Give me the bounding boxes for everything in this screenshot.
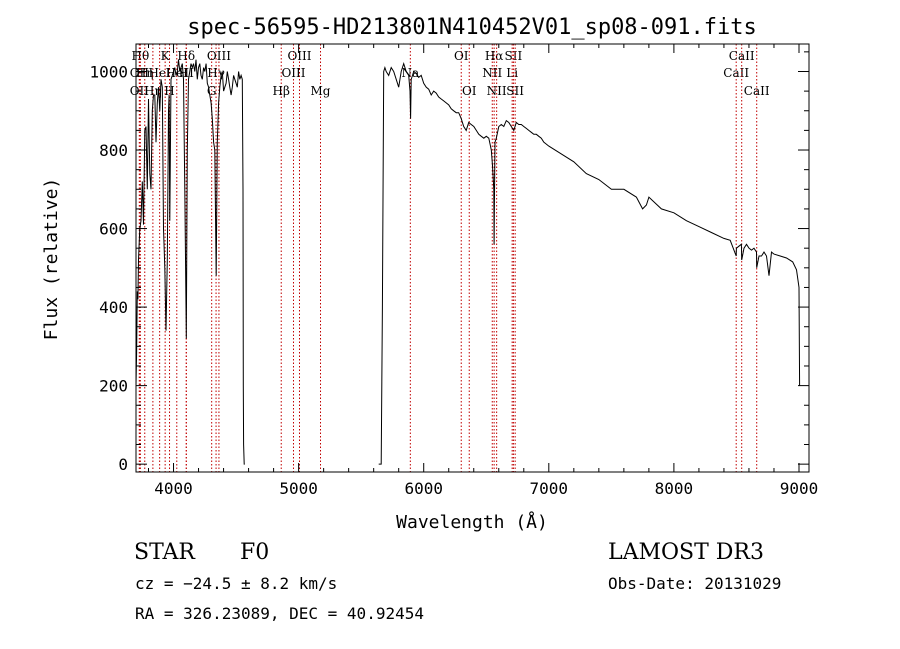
object-type: STAR [134,540,195,565]
y-tick-label-2: 400 [99,298,128,317]
line-marker-label-20: OI [462,84,477,98]
line-marker-label-19: OI [454,49,469,63]
line-marker-label-13: OIII [207,49,231,63]
plot-frame [135,43,810,473]
series-flux-segment-1 [378,61,801,465]
line-marker-label-14: Hβ [273,84,290,98]
y-tick-label-0: 0 [118,455,128,474]
line-marker-label-17: Mg [311,84,331,98]
x-axis: 4000 5000 6000 7000 8000 9000 [148,44,819,498]
series-flux-segment-0 [135,59,245,465]
line-marker-label-16: OIII [287,49,311,63]
flux-series [135,59,801,465]
line-marker-label-28: CaII [729,49,755,63]
y-axis: 0 200 400 600 800 1000 [89,51,809,474]
coordinates: RA = 326.23089, DEC = 40.92454 [135,604,424,623]
line-marker-label-3: Hη [136,66,154,80]
y-tick-label-1: 200 [99,377,128,396]
line-marker-label-18: Na [402,66,420,80]
line-marker-label-23: NII [487,84,507,98]
line-marker-label-12: Hγ [207,66,225,80]
line-marker-label-0: Hθ [132,49,150,63]
line-marker-label-7: H [164,84,174,98]
line-marker-label-22: Hα [485,49,504,63]
line-marker-label-21: NII [482,66,502,80]
x-tick-label-5: 9000 [780,479,819,498]
line-marker-label-26: SII [506,84,524,98]
y-axis-label: Flux (relative) [41,178,62,341]
chart-title: spec-56595-HD213801N410452V01_sp08-091.f… [187,15,757,40]
x-axis-label: Wavelength (Å) [396,511,548,533]
observation-date: Obs-Date: 20131029 [608,574,782,593]
line-marker-label-15: OIII [281,66,305,80]
x-tick-label-3: 7000 [530,479,569,498]
line-marker-label-24: Li [506,66,518,80]
y-tick-label-5: 1000 [89,62,128,81]
line-marker-label-29: CaII [744,84,770,98]
line-marker-label-6: K [161,49,171,63]
survey-name: LAMOST DR3 [608,540,764,565]
line-marker-label-4: Hη [144,84,162,98]
x-tick-label-1: 5000 [279,479,318,498]
line-marker-label-25: SII [505,49,523,63]
y-tick-label-3: 600 [99,220,128,239]
x-tick-label-2: 6000 [404,479,443,498]
x-tick-label-0: 4000 [154,479,193,498]
subclass: F0 [240,540,270,565]
line-markers: HθOIIOIIHηHηHeIKHHeIHδHIGHγOIIIHβOIIIOII… [130,44,770,472]
line-marker-label-11: G [207,84,217,98]
y-tick-label-4: 800 [99,141,128,160]
redshift-velocity: cz = −24.5 ± 8.2 km/s [135,574,338,593]
x-tick-label-4: 8000 [655,479,694,498]
line-marker-label-27: CaII [723,66,749,80]
